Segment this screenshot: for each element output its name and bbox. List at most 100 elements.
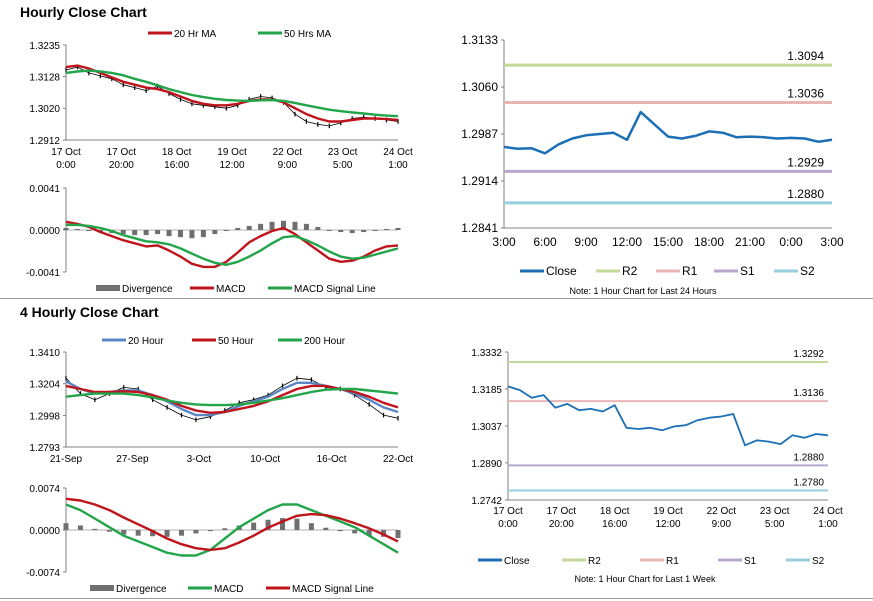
x-tick-label: 3:00 [820, 235, 844, 249]
x-tick-label: 17 Oct [51, 147, 81, 158]
legend-macd-label: MACD [216, 284, 245, 295]
level-label-r1: 1.3136 [793, 388, 824, 399]
x-tick-label: 22 Oct [273, 147, 303, 158]
legend-200-hour-label: 200 Hour [304, 336, 346, 347]
divergence-bar [338, 230, 344, 233]
price-line [65, 66, 399, 127]
divergence-bar [207, 530, 213, 532]
level-y-tick-label: 1.2841 [461, 221, 498, 235]
50-hrs-ma-line [65, 69, 399, 118]
divergence-bar [384, 228, 390, 230]
macd-signal-line-line [65, 497, 399, 552]
x-tick-label: 17 Oct [547, 506, 577, 517]
x-tick-label: 18 Oct [162, 147, 192, 158]
level-y-tick-label: 1.3133 [461, 33, 498, 47]
divergence-bar [74, 228, 80, 230]
divergence-bar [246, 225, 252, 230]
x-tick-label: 9:00 [278, 160, 298, 171]
divergence-bar [135, 530, 141, 536]
hourly-price-chart: 20 Hr MA 50 Hrs MA 1.3235 1.3128 1.3020 1.291… [29, 29, 413, 171]
divergence-bar [106, 530, 112, 532]
x-tick-label: 12:00 [219, 160, 244, 171]
divergence-bar [235, 227, 241, 230]
x-tick-label: 5:00 [333, 160, 353, 171]
x-tick-label: 20:00 [549, 519, 574, 530]
legend-r1-label: R1 [666, 556, 679, 567]
x-tick-label: 27-Sep [116, 454, 149, 465]
divergence-bar [164, 530, 170, 537]
divergence-bar [63, 227, 69, 230]
x-tick-label: 22 Oct [707, 506, 737, 517]
divergence-bar [77, 525, 83, 530]
x-tick-label: 17 Oct [107, 147, 137, 158]
level-y-tick-label: 1.3185 [471, 385, 502, 396]
divergence-bar [326, 230, 332, 231]
divergence-bar [395, 227, 401, 230]
price-y-tick-label: 1.3204 [29, 380, 60, 391]
x-tick-label: 3-Oct [187, 454, 212, 465]
x-tick-label: 9:00 [574, 235, 598, 249]
level-y-tick-label: 1.2914 [461, 174, 498, 188]
hourly-macd-chart: 0.0041 0.0000 -0.0041 Divergence MACD MACD Si… [26, 184, 401, 295]
x-tick-label: 9:00 [712, 519, 732, 530]
level-y-tick-label: 1.2742 [471, 496, 502, 507]
macd-y-tick-label: 0.0000 [29, 526, 60, 537]
legend-50-hour-label: 50 Hour [218, 336, 254, 347]
price-y-tick-label: 1.3128 [29, 72, 60, 83]
section-divider [0, 298, 873, 299]
legend-close-label: Close [504, 556, 530, 567]
legend-close-label: Close [546, 264, 577, 278]
legend-s1-label: S1 [744, 556, 757, 567]
x-tick-label: 12:00 [655, 519, 680, 530]
legend-r2-label: R2 [588, 556, 601, 567]
price-y-tick-label: 1.2912 [29, 136, 60, 147]
legend-s1-label: S1 [740, 264, 755, 278]
x-tick-label: 16:00 [164, 160, 189, 171]
200-hour-line [65, 387, 399, 407]
x-tick-label: 16-Oct [317, 454, 347, 465]
divergence-bar [200, 230, 206, 238]
divergence-bar [323, 527, 329, 530]
legend-r2-label: R2 [622, 264, 638, 278]
macd-y-tick-label: -0.0074 [26, 568, 60, 579]
level-label-r1: 1.3036 [787, 86, 824, 100]
four-hourly-macd-chart: 0.0074 0.0000 -0.0074 Divergence MACD MACD Si… [26, 484, 401, 595]
legend-s2-label: S2 [812, 556, 825, 567]
divergence-bar [281, 220, 287, 230]
macd-line [65, 220, 399, 269]
x-tick-label: 21:00 [735, 235, 765, 249]
divergence-bar [86, 230, 92, 232]
four-hourly-week-chart: 1.3332 1.3185 1.3037 1.2890 1.2742 1.3292 1.31… [471, 348, 843, 584]
divergence-bar [315, 226, 321, 230]
macd-signal-line-line [66, 223, 399, 267]
divergence-bar [223, 230, 229, 232]
four-hourly-price-chart: 20 Hour 50 Hour 200 Hour 1.3410 1.3204 1.2998… [29, 336, 413, 465]
chart-note: Note: 1 Hour Chart for Last 24 Hours [569, 286, 717, 296]
level-y-tick-label: 1.3060 [461, 80, 498, 94]
divergence-bar [121, 530, 127, 535]
legend-20-hr-ma-label: 20 Hr MA [174, 29, 217, 40]
x-tick-label: 24 Oct [813, 506, 843, 517]
legend-divergence-label: Divergence [116, 584, 167, 595]
legend-macd-signal-line-label: MACD Signal Line [294, 284, 376, 295]
macd-y-tick-label: 0.0074 [29, 484, 60, 495]
price-y-tick-label: 1.3020 [29, 104, 60, 115]
level-label-s1: 1.2929 [787, 155, 824, 169]
x-tick-label: 21-Sep [50, 454, 83, 465]
divergence-bar [178, 530, 184, 536]
x-tick-label: 6:00 [533, 235, 557, 249]
level-y-tick-label: 1.2987 [461, 127, 498, 141]
level-label-s2: 1.2780 [793, 477, 824, 488]
divergence-bar [177, 230, 183, 238]
x-tick-label: 0:00 [779, 235, 803, 249]
divergence-bar [337, 530, 343, 532]
level-label-s1: 1.2880 [793, 452, 824, 463]
20-hr-ma-line [65, 64, 399, 123]
price-line [65, 377, 399, 421]
x-tick-label: 15:00 [653, 235, 683, 249]
divergence-bar [395, 530, 401, 538]
divergence-bar [132, 230, 138, 236]
hourly-section-title: Hourly Close Chart [20, 4, 147, 20]
chart-note: Note: 1 Hour Chart for Last 1 Week [575, 574, 716, 584]
divergence-bar [189, 230, 195, 239]
